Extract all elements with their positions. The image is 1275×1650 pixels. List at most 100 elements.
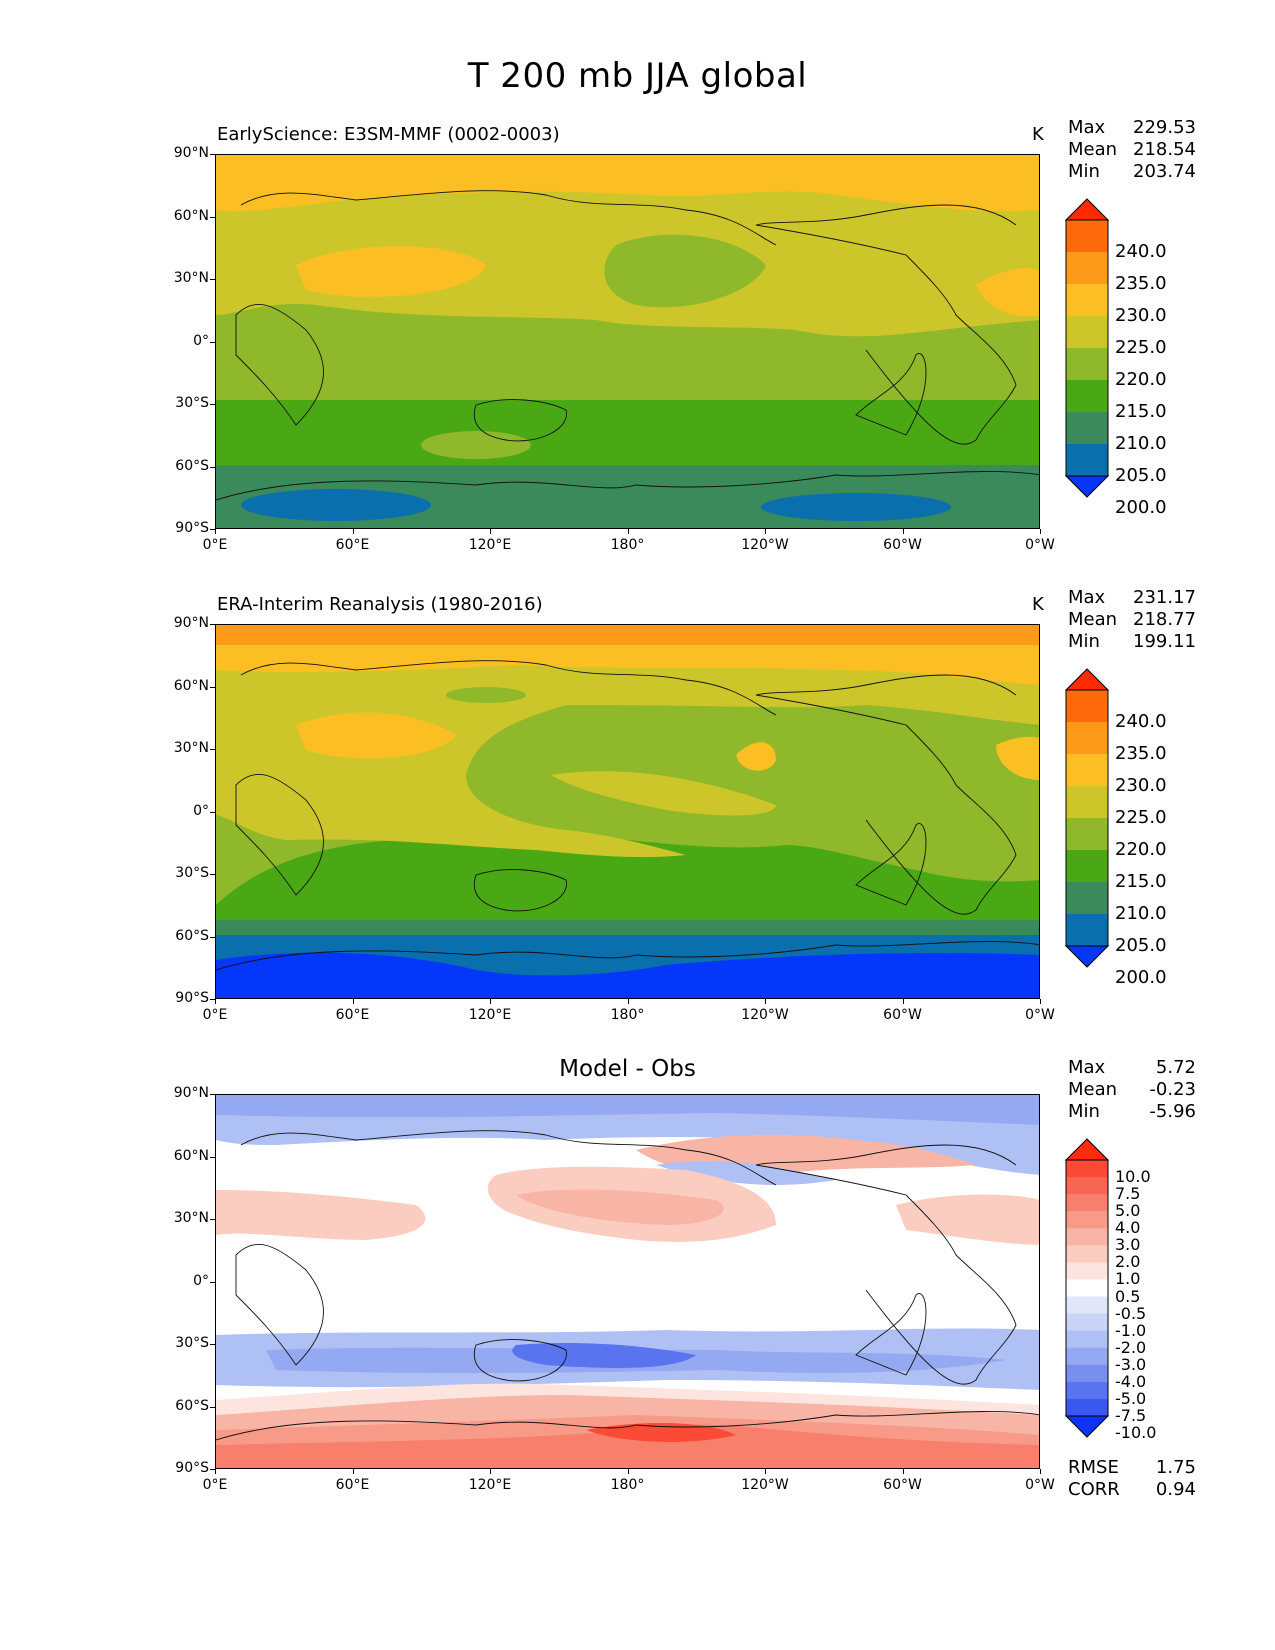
colorbar-tick-label: 215.0: [1115, 871, 1167, 892]
y-tick-label: 30°N: [173, 1210, 209, 1226]
stat-min-value: 203.74: [1133, 161, 1196, 182]
colorbar-swatch: [1066, 882, 1108, 915]
stat-max-value: 231.17: [1133, 587, 1196, 608]
colorbar-swatch: [1066, 1245, 1108, 1263]
stat-min-label: Min: [1068, 161, 1100, 182]
stat-mean-label: Mean: [1068, 139, 1118, 160]
x-tick-mark: [490, 529, 491, 534]
colorbar-swatch: [1066, 1364, 1108, 1383]
skill-stats: RMSE 1.75 CORR 0.94: [1068, 1457, 1196, 1501]
colorbar-swatch: [1066, 348, 1108, 381]
y-tick-mark: [210, 404, 215, 405]
x-tick-mark: [215, 999, 216, 1004]
panel-diff: Model - Obs Max 5.72 Mean -0.23 Min -5.96: [0, 1056, 1275, 1510]
y-tick-mark: [210, 466, 215, 468]
colorbar-tick-label: 240.0: [1115, 711, 1167, 732]
colorbar-swatch: [1066, 1160, 1108, 1178]
x-tick-mark: [215, 529, 216, 534]
stat-mean-value: 218.54: [1133, 139, 1196, 160]
panel-title: Model - Obs: [559, 1056, 696, 1082]
colorbar-swatches: [1065, 198, 1110, 498]
x-tick-mark: [902, 999, 904, 1004]
y-tick-label: 60°N: [173, 1147, 209, 1164]
colorbar-tick-label: 215.0: [1115, 401, 1167, 422]
y-tick-label: 90°S: [175, 520, 209, 536]
panel-title: ERA-Interim Reanalysis (1980-2016): [217, 594, 543, 615]
x-tick-mark: [215, 1469, 216, 1474]
y-tick-label: 90°S: [175, 990, 209, 1006]
y-tick-mark: [210, 216, 215, 218]
colorbar-tick-label: 200.0: [1115, 497, 1167, 518]
y-tick-label: 60°N: [173, 207, 209, 224]
colorbar-swatches: [1065, 668, 1110, 968]
x-tick-label: 60°W: [883, 1477, 922, 1493]
colorbar-swatch: [1066, 690, 1108, 723]
colorbar-extend-max: [1065, 668, 1110, 691]
x-tick-label: 60°W: [883, 1007, 922, 1023]
colorbar-swatch: [1066, 786, 1108, 819]
y-tick-mark: [210, 936, 215, 938]
colorbar-swatch: [1066, 850, 1108, 883]
x-tick-label: 120°W: [741, 537, 789, 553]
colorbar-tick-label: 230.0: [1115, 305, 1167, 326]
colorbar-swatch: [1066, 722, 1108, 755]
colorbar-swatch: [1066, 1296, 1108, 1315]
colorbar-swatch: [1066, 220, 1108, 253]
x-tick-mark: [1040, 1469, 1041, 1474]
colorbar-tick-label: 5.0: [1115, 1201, 1141, 1221]
units-label: K: [1032, 124, 1044, 145]
stat-max-label: Max: [1068, 1057, 1106, 1078]
panel-model: EarlyScience: E3SM-MMF (0002-0003) K Max…: [0, 117, 1275, 570]
colorbar-outline: [1065, 219, 1109, 477]
colorbar-swatch: [1066, 1279, 1108, 1298]
colorbar-tick-label: 1.0: [1115, 1269, 1141, 1289]
colorbar-tick-label: 3.0: [1115, 1235, 1141, 1255]
x-tick-label: 180°: [610, 1007, 645, 1023]
colorbar-swatch: [1066, 914, 1108, 947]
colorbar: 240.0 235.0 230.0 225.0 220.0 215.0 210.0 205.0…: [1065, 198, 1185, 517]
x-tick-label: 60°E: [335, 537, 370, 553]
x-tick-label: 120°W: [741, 1007, 789, 1023]
y-tick-label: 30°S: [175, 865, 209, 881]
colorbar-swatch: [1066, 1262, 1108, 1280]
colorbar-extend-max: [1065, 198, 1110, 221]
colorbar-tick-label: 220.0: [1115, 369, 1167, 390]
colorbar-tick-label: -10.0: [1115, 1423, 1157, 1443]
colorbar-outline: [1065, 1159, 1109, 1417]
colorbar-swatches: [1065, 1138, 1110, 1438]
stat-min-value: 199.11: [1133, 631, 1196, 652]
colorbar-swatch: [1066, 412, 1108, 445]
stat-min-label: Min: [1068, 1101, 1100, 1122]
stats-box: Max 229.53 Mean 218.54 Min 203.74: [1068, 117, 1196, 183]
x-tick-mark: [765, 1469, 766, 1474]
y-tick-label: 30°N: [173, 740, 209, 756]
x-tick-label: 0°W: [1025, 1007, 1055, 1023]
stat-mean-label: Mean: [1068, 1079, 1118, 1100]
colorbar-tick-label: 2.0: [1115, 1252, 1141, 1272]
y-tick-mark: [210, 749, 215, 750]
colorbar-tick-label: -0.5: [1115, 1303, 1147, 1323]
y-tick-label: 60°S: [175, 457, 209, 474]
x-tick-label: 60°W: [883, 537, 922, 553]
colorbar-tick-label: -7.5: [1115, 1406, 1147, 1425]
x-tick-mark: [352, 529, 354, 534]
y-tick-mark: [210, 1406, 215, 1408]
corr-label: CORR: [1068, 1479, 1120, 1500]
x-tick-mark: [765, 529, 766, 534]
rmse-value: 1.75: [1155, 1457, 1196, 1478]
x-tick-label: 120°W: [741, 1477, 789, 1493]
rmse-label: RMSE: [1068, 1457, 1119, 1478]
x-tick-label: 120°E: [468, 1007, 512, 1023]
colorbar-tick-label: 240.0: [1115, 241, 1167, 262]
colorbar-tick-label: 230.0: [1115, 775, 1167, 796]
y-tick-mark: [210, 999, 215, 1000]
x-tick-label: 0°E: [202, 537, 228, 553]
stat-min-value: -5.96: [1149, 1101, 1196, 1122]
colorbar-swatch: [1066, 1313, 1108, 1332]
y-tick-label: 0°: [193, 1272, 209, 1289]
contour-map: [215, 154, 1040, 529]
x-tick-label: 0°W: [1025, 1477, 1055, 1493]
y-tick-label: 0°: [193, 332, 209, 349]
y-tick-label: 60°S: [175, 1397, 209, 1414]
y-tick-label: 30°N: [173, 270, 209, 286]
